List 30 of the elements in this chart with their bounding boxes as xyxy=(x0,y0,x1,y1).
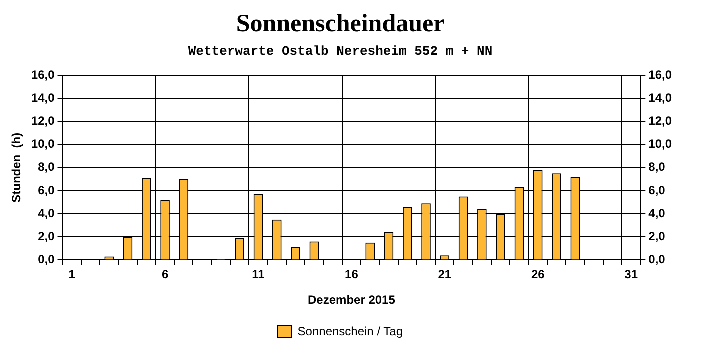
y2-tick-label: 0,0 xyxy=(648,252,666,267)
y-tick-label: 14,0 xyxy=(31,90,56,105)
y-tick-label: 12,0 xyxy=(31,114,56,128)
x-tick-label: 16 xyxy=(345,268,359,282)
y2-tick-label: 6,0 xyxy=(648,183,666,198)
y2-tick-label: 16,0 xyxy=(648,68,672,82)
chart-title: Sonnenscheindauer xyxy=(236,10,445,38)
x-tick-label: 26 xyxy=(531,268,546,282)
y2-tick-label: 10,0 xyxy=(648,137,672,152)
y2-tick-label: 12,0 xyxy=(648,114,672,128)
y-tick-label: 4,0 xyxy=(38,206,56,220)
y-tick-label: 0,0 xyxy=(38,252,56,267)
y-tick-label: 6,0 xyxy=(38,183,56,198)
y-tick-label: 2,0 xyxy=(38,229,56,244)
x-axis-title: Dezember 2015 xyxy=(308,293,396,308)
y-tick-label: 10,0 xyxy=(31,137,56,152)
y2-tick-label: 4,0 xyxy=(648,206,666,220)
y2-tick-label: 8,0 xyxy=(648,160,666,174)
y-axis-title: Stunden (h) xyxy=(10,132,24,203)
x-tick-label: 21 xyxy=(438,268,452,282)
y2-tick-label: 14,0 xyxy=(648,90,672,105)
y-tick-label: 16,0 xyxy=(31,68,56,82)
y-tick-label: 8,0 xyxy=(38,160,56,174)
x-tick-label: 1 xyxy=(68,268,76,282)
x-tick-label: 6 xyxy=(162,268,169,282)
chart-subtitle: Wetterwarte Ostalb Neresheim 552 m + NN xyxy=(188,44,493,60)
x-tick-label: 31 xyxy=(624,268,638,282)
legend-label: Sonnenschein / Tag xyxy=(298,324,403,338)
x-tick-label: 11 xyxy=(252,268,266,282)
y2-tick-label: 2,0 xyxy=(648,229,666,244)
